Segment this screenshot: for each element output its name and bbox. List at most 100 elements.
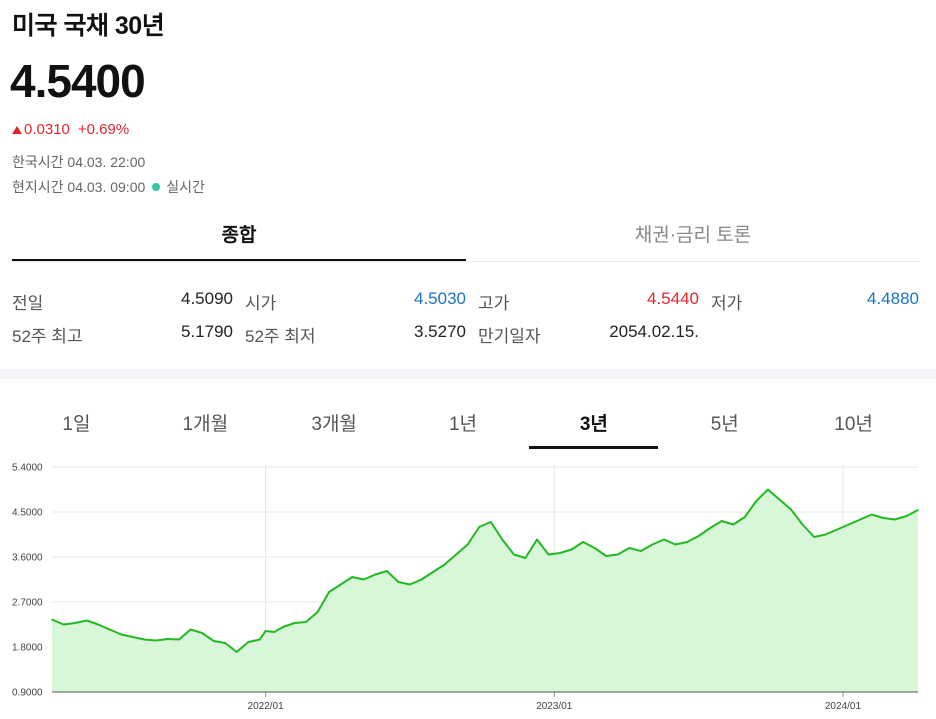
stat-prev-close: 전일 4.5090	[12, 289, 245, 314]
section-divider	[0, 369, 936, 379]
tab-summary[interactable]: 종합	[12, 212, 466, 261]
data-point	[836, 528, 838, 531]
data-point	[490, 521, 492, 523]
stats-panel: 전일 4.5090 시가 4.5030 고가 4.5440 저가 4.4880 …	[12, 285, 920, 351]
data-point	[917, 509, 919, 511]
data-point	[790, 508, 792, 511]
data-point	[663, 538, 665, 541]
data-point	[201, 632, 203, 634]
y-tick-label: 5.4000	[12, 463, 43, 474]
page-title: 미국 국채 30년	[12, 12, 165, 40]
data-point	[570, 548, 573, 551]
data-point	[674, 543, 677, 546]
area-fill	[52, 489, 918, 692]
stat-high: 고가 4.5440	[478, 289, 711, 314]
data-point	[97, 623, 99, 626]
data-point	[755, 500, 758, 502]
data-point	[593, 547, 596, 549]
data-point	[732, 523, 735, 526]
data-point	[513, 553, 515, 556]
yield-chart[interactable]: 0.9000 1.8000 2.7000 3.6000 4.5000 5.4000 2022…	[0, 455, 936, 719]
data-point	[778, 498, 781, 501]
data-point	[397, 581, 400, 583]
data-point	[420, 578, 423, 581]
data-point	[235, 651, 238, 653]
data-point	[282, 626, 284, 628]
data-point	[478, 526, 481, 528]
data-point	[166, 638, 169, 640]
realtime-label: 실시간	[166, 179, 205, 195]
data-point	[651, 543, 654, 546]
data-point	[328, 591, 330, 593]
period-tabs: 1일 1개월 3개월 1년 3년 5년 10년	[12, 403, 918, 449]
korea-time-row: 한국시간 04.03. 22:00	[12, 152, 145, 172]
data-point	[85, 619, 88, 622]
live-dot-icon	[152, 183, 161, 191]
y-tick-label: 1.8000	[12, 643, 43, 654]
data-point	[339, 583, 342, 586]
period-tab-1y[interactable]: 1년	[448, 414, 478, 435]
data-point	[108, 628, 111, 631]
stat-open: 시가 4.5030	[245, 289, 478, 314]
stat-high-52w: 52주 최고 5.1790	[12, 322, 245, 347]
data-point	[559, 552, 561, 554]
data-point	[409, 583, 411, 586]
data-point	[720, 520, 723, 522]
stat-label: 시가	[245, 294, 277, 313]
period-tab-3m[interactable]: 3개월	[311, 414, 357, 435]
stat-low: 저가 4.4880	[711, 289, 919, 314]
y-tick-label: 4.5000	[12, 508, 43, 519]
stat-label: 52주 최저	[245, 327, 316, 346]
data-point	[443, 563, 446, 566]
stat-value: 4.4880	[867, 289, 919, 308]
stat-value: 4.5030	[414, 289, 466, 308]
data-point	[351, 576, 354, 578]
period-tab-10y[interactable]: 10년	[834, 414, 873, 435]
data-point	[582, 541, 584, 543]
period-tab-1m[interactable]: 1개월	[182, 414, 229, 435]
period-tab-1d[interactable]: 1일	[62, 414, 91, 435]
data-point	[813, 536, 815, 538]
x-tick-label: 2024/01	[825, 701, 862, 712]
stat-value: 2054.02.15.	[609, 322, 699, 341]
up-triangle-icon	[12, 125, 22, 134]
stat-label: 저가	[711, 294, 743, 313]
data-point	[501, 538, 504, 541]
data-point	[293, 622, 296, 624]
data-point	[744, 516, 746, 518]
local-time: 04.03. 09:00	[67, 179, 146, 195]
data-point	[247, 641, 250, 643]
x-tick-label: 2023/01	[536, 701, 573, 712]
data-point	[305, 621, 307, 623]
local-time-label: 현지시간	[12, 179, 64, 195]
data-point	[363, 578, 365, 581]
y-tick-label: 2.7000	[12, 598, 43, 609]
stat-label: 만기일자	[478, 327, 541, 346]
period-tab-3y[interactable]: 3년	[529, 403, 659, 449]
stats-row: 전일 4.5090 시가 4.5030 고가 4.5440 저가 4.4880	[12, 285, 920, 318]
data-point	[143, 638, 146, 641]
stat-label: 고가	[478, 294, 510, 313]
change-pct: +0.69%	[77, 121, 130, 138]
stat-value: 3.5270	[414, 322, 466, 341]
current-price: 4.5400	[10, 55, 146, 107]
data-point	[605, 555, 607, 557]
data-point	[432, 571, 434, 573]
data-point	[709, 527, 711, 529]
data-point	[847, 523, 850, 526]
data-point	[547, 553, 550, 556]
data-point	[316, 611, 319, 613]
data-point	[824, 533, 827, 536]
data-point	[155, 639, 157, 642]
stat-label: 52주 최고	[12, 327, 83, 346]
stat-value: 4.5090	[181, 289, 233, 308]
data-point	[189, 628, 192, 631]
main-tabs: 종합 채권·금리 토론	[12, 212, 920, 262]
data-point	[905, 515, 908, 517]
period-tab-5y[interactable]: 5년	[710, 414, 739, 435]
y-tick-label: 3.6000	[12, 553, 43, 564]
data-point	[767, 488, 769, 491]
tab-discussion[interactable]: 채권·금리 토론	[634, 225, 752, 246]
stat-value: 4.5440	[647, 289, 699, 308]
data-point	[224, 642, 226, 644]
